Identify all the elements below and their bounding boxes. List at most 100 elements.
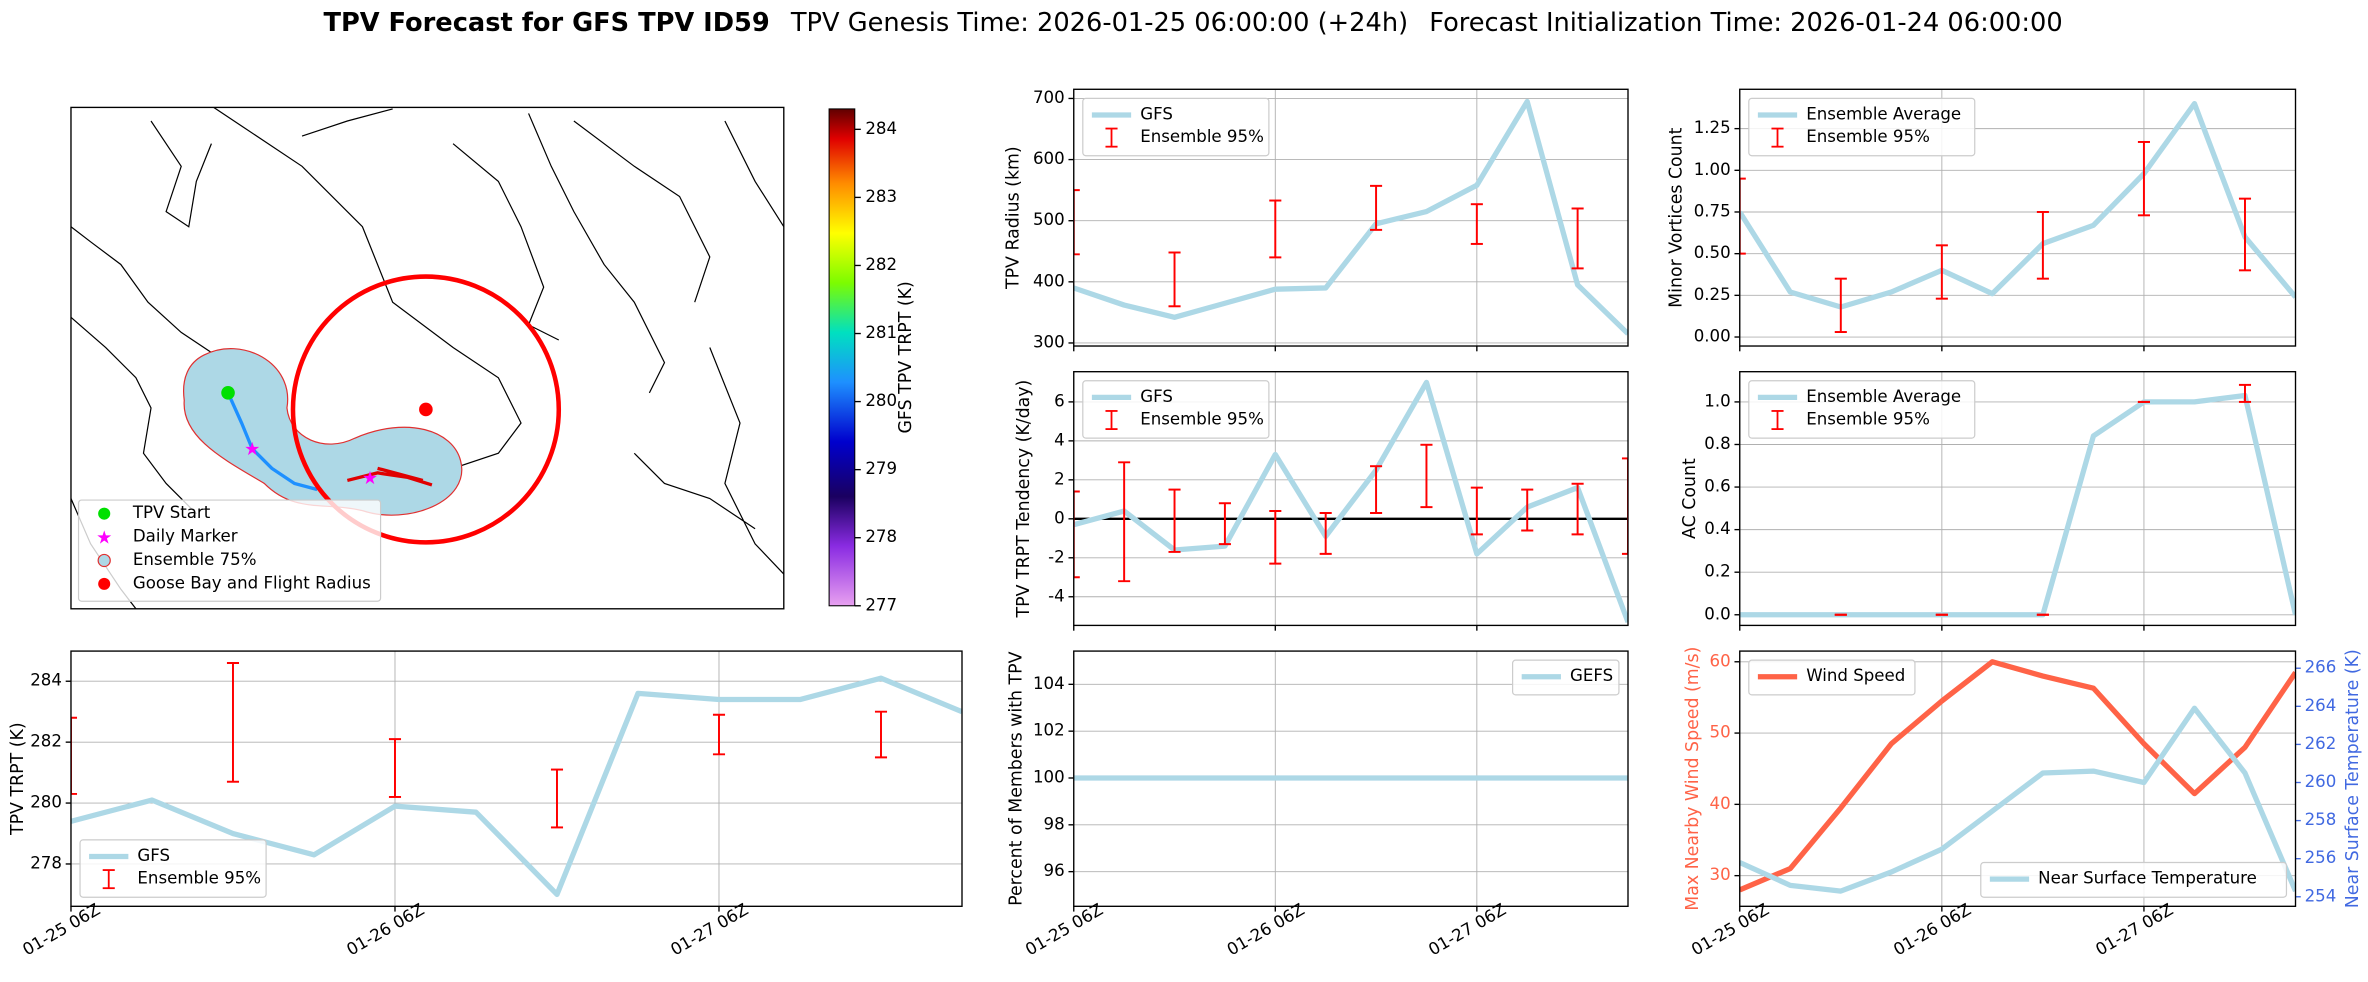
legend-label: Ensemble Average bbox=[1806, 104, 1961, 123]
error-bar bbox=[1621, 457, 1628, 555]
error-bar bbox=[1168, 251, 1181, 308]
y-tick-label: 400 bbox=[1033, 271, 1065, 290]
daily-marker: ★ bbox=[244, 439, 260, 460]
y-tick-label: 100 bbox=[1033, 767, 1065, 786]
y-tick-label: 278 bbox=[30, 853, 62, 872]
colorbar-tick-label: 278 bbox=[865, 527, 897, 546]
y2-tick-label: 264 bbox=[2305, 696, 2337, 715]
y-tick-label: 280 bbox=[30, 793, 62, 812]
y-tick-label: 284 bbox=[30, 671, 62, 690]
legend-label: Ensemble 95% bbox=[1806, 127, 1930, 146]
y2-axis-label: Near Surface Temperature (K) bbox=[2343, 649, 2363, 908]
y-tick-label: 1.00 bbox=[1694, 160, 1731, 179]
axes-frame bbox=[1739, 88, 2297, 347]
x-tick-label: 01-25 06Z bbox=[1022, 900, 1106, 959]
map-body: ★ ★ bbox=[70, 107, 784, 609]
tpv-start bbox=[221, 386, 235, 400]
error-bar bbox=[1073, 490, 1080, 579]
axes-frame bbox=[70, 650, 963, 907]
y2-tick-label: 256 bbox=[2305, 848, 2337, 867]
error-bar bbox=[1168, 488, 1181, 553]
series-line bbox=[1073, 98, 1628, 336]
legend-label: Near Surface Temperature bbox=[2038, 869, 2257, 888]
y-tick-label: 0.50 bbox=[1694, 243, 1731, 262]
track-late bbox=[346, 466, 433, 487]
legend-label: Wind Speed bbox=[1806, 666, 1905, 685]
axes-frame bbox=[1073, 371, 1629, 627]
series-line bbox=[1739, 659, 2296, 893]
colorbar-tick-label: 283 bbox=[865, 187, 897, 206]
legend-box bbox=[1748, 380, 1976, 439]
y-tick-label: 50 bbox=[1710, 723, 1731, 742]
y-tick-label: 104 bbox=[1033, 674, 1065, 693]
series-line bbox=[1073, 379, 1628, 624]
track bbox=[226, 392, 318, 492]
y-tick-label: 0.8 bbox=[1704, 434, 1730, 453]
y-tick-label: 2 bbox=[1054, 469, 1065, 488]
colorbar-tick-label: 280 bbox=[865, 391, 897, 410]
y-axis-label: TPV TRPT (K) bbox=[8, 722, 28, 836]
y-tick-label: 700 bbox=[1033, 88, 1065, 107]
legend-box bbox=[1512, 659, 1620, 696]
daily-marker: ★ bbox=[362, 468, 378, 489]
error-bar bbox=[1370, 465, 1383, 514]
y-axis-label: TPV Radius (km) bbox=[1003, 146, 1023, 290]
error-bar bbox=[2137, 140, 2150, 217]
error-bar bbox=[712, 713, 726, 756]
legend-label: GFS bbox=[1140, 104, 1173, 123]
y-tick-label: 0 bbox=[1054, 508, 1065, 527]
colorbar-tick-label: 277 bbox=[865, 595, 897, 614]
y-tick-label: 300 bbox=[1033, 332, 1065, 351]
y-tick-label: -2 bbox=[1048, 547, 1065, 566]
y-tick-label: 60 bbox=[1710, 651, 1731, 670]
error-bar bbox=[1420, 443, 1433, 509]
error-bar bbox=[1470, 203, 1483, 245]
y2-tick-label: 266 bbox=[2305, 658, 2337, 677]
error-bar bbox=[1571, 482, 1584, 536]
legend-label: Ensemble 95% bbox=[1140, 127, 1264, 146]
legend-label: GEFS bbox=[1570, 666, 1613, 685]
y-axis-label: TPV TRPT Tendency (K/day) bbox=[1014, 380, 1034, 619]
title-main: TPV Forecast for GFS TPV ID59 bbox=[323, 7, 769, 37]
y-tick-label: 40 bbox=[1710, 794, 1731, 813]
map-frame bbox=[70, 106, 785, 610]
legend-box bbox=[77, 499, 382, 602]
axes-frame bbox=[1739, 650, 2297, 907]
legend-box bbox=[1748, 97, 1976, 157]
error-bar bbox=[1319, 511, 1332, 555]
legend-label: Daily Marker bbox=[133, 527, 238, 546]
legend-swatch: ★ bbox=[96, 528, 112, 549]
legend-box bbox=[1748, 659, 1916, 696]
colorbar-tick-label: 284 bbox=[865, 119, 897, 138]
error-bar bbox=[1118, 461, 1131, 583]
error-bar bbox=[388, 738, 402, 798]
colorbar-label: GFS TPV TRPT (K) bbox=[896, 281, 916, 433]
legend-label: GFS bbox=[137, 846, 170, 865]
legend-swatch bbox=[97, 553, 111, 568]
x-tick-label: 01-26 06Z bbox=[1890, 900, 1974, 959]
legend-label: TPV Start bbox=[132, 503, 211, 522]
error-bar bbox=[2238, 383, 2252, 403]
x-tick-label: 01-27 06Z bbox=[667, 900, 751, 959]
colorbar-tick-label: 282 bbox=[865, 255, 897, 274]
error-bar bbox=[550, 768, 564, 829]
error-bar bbox=[1935, 244, 1948, 300]
goose-bay bbox=[419, 402, 433, 417]
legend-label: Ensemble 95% bbox=[1806, 410, 1930, 429]
y-tick-label: 600 bbox=[1033, 149, 1065, 168]
y-tick-label: -4 bbox=[1048, 586, 1065, 605]
title-genesis: TPV Genesis Time: 2026-01-25 06:00:00 (+… bbox=[790, 7, 1408, 37]
y-tick-label: 102 bbox=[1033, 721, 1065, 740]
legend-box bbox=[1980, 861, 2288, 898]
y-axis-label: Percent of Members with TPV bbox=[1006, 651, 1026, 905]
error-bar bbox=[1834, 277, 1847, 333]
legend-label: Ensemble 75% bbox=[133, 550, 257, 569]
y-tick-label: 0.2 bbox=[1704, 562, 1730, 581]
y-tick-label: 96 bbox=[1044, 861, 1065, 880]
error-bar bbox=[1571, 207, 1584, 270]
axes-frame bbox=[1073, 88, 1629, 347]
error-bar bbox=[1269, 510, 1282, 565]
error-bar bbox=[2238, 197, 2252, 272]
y-tick-label: 0.4 bbox=[1704, 519, 1730, 538]
